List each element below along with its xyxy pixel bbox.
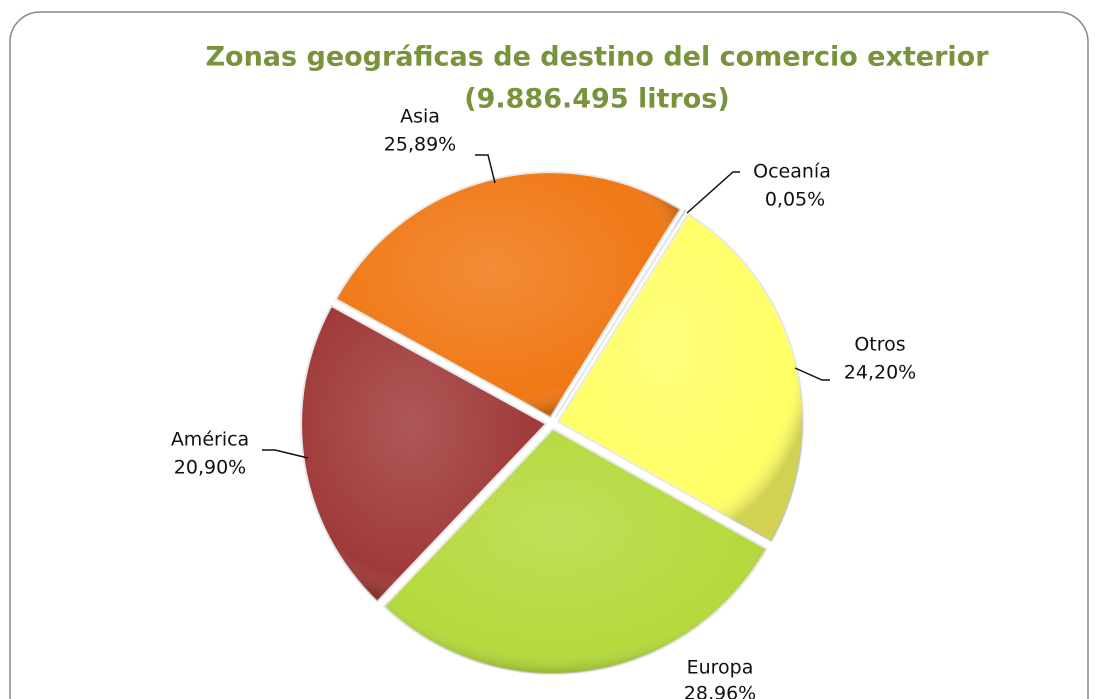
slice-shade xyxy=(555,210,686,418)
slice-value-label: 28,96% xyxy=(684,683,756,699)
leader-line xyxy=(686,171,740,214)
leader-lines xyxy=(262,154,830,459)
leader-line xyxy=(262,449,309,459)
slice-label: América xyxy=(171,429,249,451)
slice-label: Oceanía xyxy=(753,161,831,183)
slice-label: Europa xyxy=(687,657,754,679)
slice-value-label: 24,20% xyxy=(844,362,916,384)
chart-title: Zonas geográficas de destino del comerci… xyxy=(205,42,989,73)
slice-label: Asia xyxy=(400,106,440,128)
slice-value-label: 20,90% xyxy=(174,457,246,479)
slice-shade xyxy=(301,305,547,602)
leader-line xyxy=(794,367,830,381)
slice-value-label: 25,89% xyxy=(384,134,456,156)
slice-shade xyxy=(557,214,803,542)
leader-line xyxy=(475,154,496,184)
slice-shade xyxy=(335,172,681,418)
chart-subtitle: (9.886.495 litros) xyxy=(464,84,729,115)
slice-shade xyxy=(384,428,767,674)
slice-label: Otros xyxy=(854,334,905,356)
pie xyxy=(300,171,804,675)
slice-value-label: 0,05% xyxy=(765,189,825,211)
